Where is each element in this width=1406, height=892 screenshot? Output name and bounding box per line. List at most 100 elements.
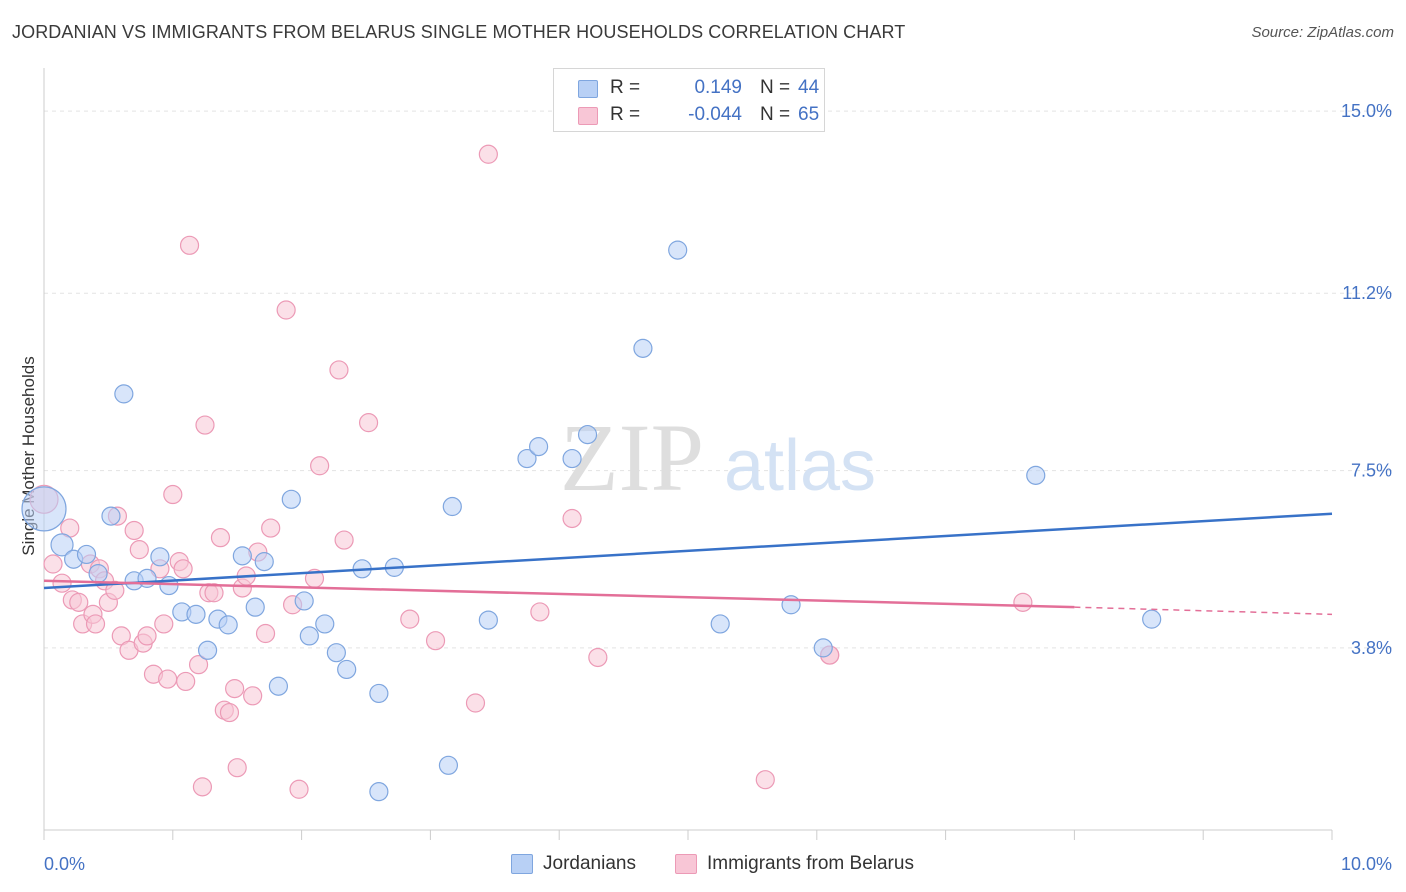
y-tick-label: 11.2% [1342,283,1392,303]
jordanian-point [150,547,170,567]
belarus-points [29,144,1033,799]
jordanian-point [232,546,252,566]
x-tick-label-max: 10.0% [1341,854,1392,874]
jordanians-legend-swatch [511,854,533,874]
jordanians-trend-line [43,512,1333,590]
belarus-point [255,623,276,644]
belarus-point [1013,592,1033,612]
jordanian-point [268,676,289,696]
jordanian-point [218,615,238,635]
watermark: ZIP atlas [560,404,876,511]
belarus-point [261,518,281,538]
jordanian-point [813,638,833,658]
jordanian-point [88,564,108,584]
jordanian-point [528,437,549,457]
x-tick-label-min: 0.0% [44,854,85,874]
belarus-point [225,679,245,699]
belarus-point [192,777,213,797]
chart-title: JORDANIAN VS IMMIGRANTS FROM BELARUS SIN… [12,22,906,42]
jordanians-swatch [578,80,598,98]
jordanian-point [315,614,335,634]
belarus-trend-line [43,579,1075,609]
belarus-point [329,360,349,380]
watermark-atlas: atlas [724,426,876,506]
belarus-point [158,669,178,689]
belarus-point [425,631,446,651]
r-label: R = [610,104,641,125]
jordanian-point [442,496,462,517]
belarus-point [52,573,72,593]
jordanians-legend-label: Jordanians [543,853,636,874]
jordanian-point [101,506,121,526]
jordanian-point [186,604,206,624]
belarus-point [334,530,354,550]
jordanian-point [294,591,314,611]
belarus-point [188,655,209,675]
jordanian-point [577,425,598,445]
jordanian-point [114,384,134,404]
belarus-point [562,508,582,529]
source-label: Source: ZipAtlas.com [1251,24,1394,41]
belarus-legend-label: Immigrants from Belarus [707,853,914,874]
belarus-point [243,686,263,706]
jordanian-point [337,659,357,680]
jordanian-point [50,533,74,557]
jordanian-point [299,626,319,646]
belarus-point [154,614,174,634]
belarus-point [43,554,63,574]
jordanian-point [245,597,265,617]
trend-lines [43,512,1333,616]
jordanian-point [478,610,498,630]
belarus-point [227,758,247,778]
belarus-swatch [578,107,598,125]
correlation-legend: R = 0.149 N = 44 R = -0.044 N = 65 [553,68,825,132]
jordanian-point [76,544,97,565]
belarus-point [69,592,89,612]
jordanian-point [281,489,301,509]
belarus-point [210,528,231,548]
jordanian-point [21,486,67,532]
jordanian-point [254,552,274,572]
jordanian-point [1142,609,1162,629]
belarus-point [276,300,296,320]
belarus-point [400,609,420,629]
r-value: 0.149 [694,77,742,98]
jordanian-point [562,448,582,469]
watermark-zip: ZIP [560,404,704,511]
belarus-point [204,583,224,603]
belarus-point [176,671,196,692]
jordanian-point [781,595,801,615]
belarus-point [465,693,486,713]
jordanian-point [438,755,459,775]
belarus-legend-swatch [675,854,697,874]
r-value: -0.044 [688,104,742,125]
n-label: N = [760,77,791,98]
jordanian-points [21,240,1162,802]
jordanian-point [369,782,389,802]
jordanian-point [326,643,346,663]
belarus-point [195,415,215,435]
jordanian-point [517,448,537,469]
jordanian-point [369,683,389,704]
belarus-trend-extension [1074,606,1333,616]
belarus-point [129,540,149,560]
n-value: 44 [798,77,820,98]
grid-lines [44,110,1392,649]
y-tick-label: 15.0% [1341,101,1392,121]
y-tick-labels: 3.8% 7.5% 11.2% 15.0% [1341,101,1392,658]
jordanian-point [633,338,653,358]
n-value: 65 [798,104,820,125]
y-tick-label: 7.5% [1351,461,1392,481]
belarus-point [755,770,775,790]
y-tick-label: 3.8% [1351,638,1392,658]
n-label: N = [760,104,791,125]
x-ticks [43,830,1333,840]
belarus-point [85,614,106,634]
jordanian-point [668,240,688,260]
r-label: R = [610,77,641,98]
belarus-point [289,779,309,799]
belarus-point [588,647,608,668]
jordanian-point [710,614,730,634]
belarus-point [124,520,144,541]
